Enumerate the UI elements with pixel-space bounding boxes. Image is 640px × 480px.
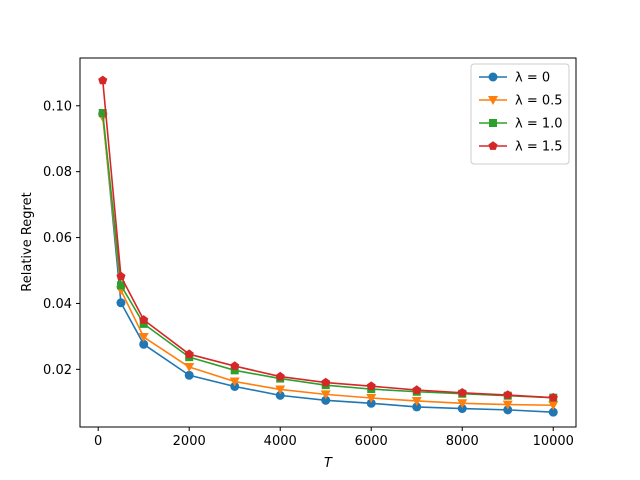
data-point	[320, 390, 331, 400]
data-point	[366, 398, 376, 408]
x-tick-label: 2000	[173, 434, 206, 449]
data-point	[98, 109, 107, 118]
y-tick-label: 0.10	[43, 99, 72, 114]
y-axis-label: Relative Regret	[20, 192, 35, 291]
series-3	[98, 75, 558, 402]
data-point	[411, 396, 422, 406]
data-point	[139, 315, 149, 324]
legend-marker	[488, 72, 498, 82]
legend-item-2: λ = 1.0	[479, 117, 563, 132]
x-axis-label: T	[324, 456, 333, 471]
legend: λ = 0 λ = 0.5 λ = 1.0 λ = 1.5	[470, 63, 570, 165]
data-point	[457, 387, 467, 397]
legend-frame	[470, 63, 570, 165]
data-point	[275, 390, 285, 400]
legend-item-0: λ = 0	[479, 71, 550, 86]
data-point	[275, 371, 285, 381]
x-tick-label: 0	[94, 434, 102, 449]
y-axis: 0.02 0.04 0.06 0.08 0.10	[43, 99, 80, 378]
y-tick-label: 0.06	[43, 231, 72, 246]
x-axis: 0 2000 4000 6000 8000 10000	[94, 427, 574, 449]
plot-frame	[79, 57, 577, 428]
series-line	[101, 112, 554, 399]
x-tick-label: 8000	[446, 434, 479, 449]
data-point	[230, 366, 239, 375]
data-point	[457, 399, 468, 409]
data-point	[184, 370, 194, 380]
legend-label: λ = 0.5	[515, 94, 563, 109]
data-point	[229, 377, 240, 387]
legend-marker	[488, 141, 498, 150]
legend-label: λ = 0	[515, 71, 550, 86]
data-point	[230, 361, 240, 370]
data-point	[116, 298, 126, 308]
data-point	[184, 363, 195, 373]
legend-marker	[489, 119, 497, 127]
data-point	[184, 349, 194, 359]
series-line	[101, 117, 554, 407]
data-point	[548, 407, 558, 417]
data-point	[366, 381, 376, 391]
y-tick-label: 0.02	[43, 363, 72, 378]
data-point	[502, 400, 513, 410]
data-point	[138, 333, 149, 343]
series-line	[101, 80, 554, 399]
data-point	[321, 395, 331, 405]
legend-label: λ = 1.5	[515, 140, 563, 155]
series-0	[98, 109, 558, 417]
x-tick-label: 6000	[355, 434, 388, 449]
data-point	[321, 377, 331, 387]
data-point	[116, 271, 126, 281]
series-line	[101, 113, 554, 413]
series-layer	[97, 75, 559, 417]
data-point	[412, 402, 422, 412]
legend-item-3: λ = 1.5	[479, 140, 563, 155]
data-point	[457, 404, 467, 414]
x-tick-label: 4000	[264, 434, 297, 449]
data-point	[116, 281, 125, 290]
data-point	[275, 385, 286, 395]
data-point	[412, 385, 422, 394]
data-point	[503, 390, 513, 399]
data-point	[548, 392, 558, 402]
data-point	[503, 405, 513, 415]
x-tick-label: 10000	[533, 434, 574, 449]
legend-marker	[488, 96, 498, 105]
data-point	[548, 401, 559, 411]
y-tick-label: 0.04	[43, 297, 72, 312]
data-point	[139, 319, 148, 328]
data-point	[139, 339, 149, 349]
y-tick-label: 0.08	[43, 165, 72, 180]
data-point	[98, 75, 108, 85]
legend-label: λ = 1.0	[515, 117, 563, 132]
legend-item-1: λ = 0.5	[479, 94, 563, 109]
data-point	[366, 394, 377, 404]
